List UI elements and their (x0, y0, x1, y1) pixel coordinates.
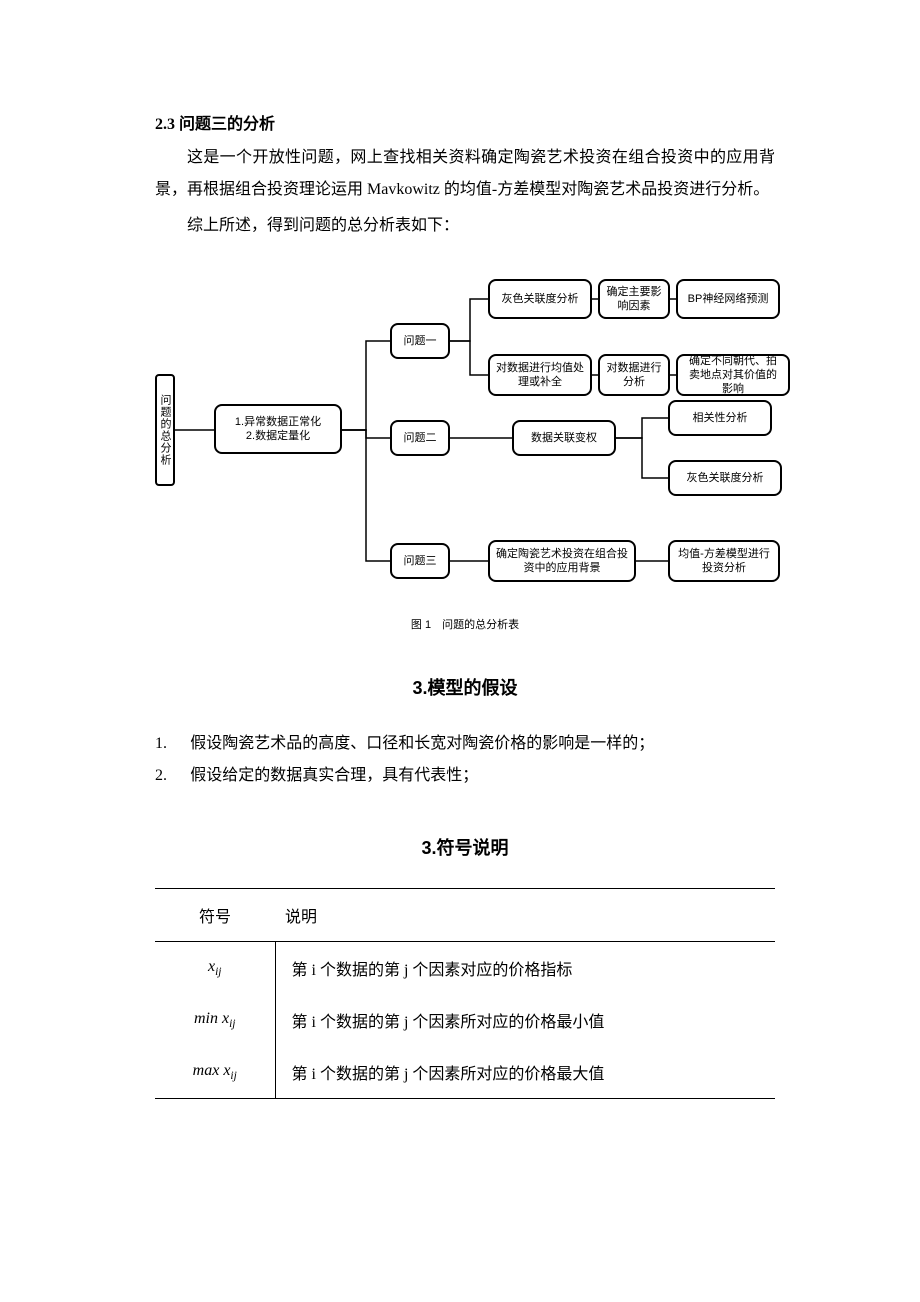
assumptions-list: 1.假设陶瓷艺术品的高度、口径和长宽对陶瓷价格的影响是一样的；2.假设给定的数据… (155, 728, 775, 792)
assumption-text: 假设陶瓷艺术品的高度、口径和长宽对陶瓷价格的影响是一样的； (190, 728, 654, 760)
node-p1: 问题一 (390, 323, 450, 359)
symbol-cell: max xij (155, 1046, 275, 1099)
symbol-cell: xij (155, 942, 275, 995)
node-p2: 问题二 (390, 420, 450, 456)
paragraph-1: 这是一个开放性问题，网上查找相关资料确定陶瓷艺术投资在组合投资中的应用背景，再根… (155, 142, 775, 206)
assumption-text: 假设给定的数据真实合理，具有代表性； (190, 760, 478, 792)
node-p3: 问题三 (390, 543, 450, 579)
node-p1b: 对数据进行均值处理或补全 (488, 354, 592, 396)
table-header-symbol: 符号 (155, 889, 275, 942)
node-p1a: 灰色关联度分析 (488, 279, 592, 319)
assumption-number: 1. (155, 728, 190, 760)
node-p1b2: 确定不同朝代、拍卖地点对其价值的影响 (676, 354, 790, 396)
node-p1a1: 确定主要影响因素 (598, 279, 670, 319)
assumption-number: 2. (155, 760, 190, 792)
symbol-cell: min xij (155, 994, 275, 1046)
node-p1a2: BP神经网络预测 (676, 279, 780, 319)
node-root: 问题的总分析 (155, 374, 175, 486)
paragraph-2: 综上所述，得到问题的总分析表如下： (155, 210, 775, 242)
desc-cell: 第 i 个数据的第 j 个因素所对应的价格最小值 (275, 994, 775, 1046)
flowchart: 问题的总分析1.异常数据正常化2.数据定量化问题一问题二问题三灰色关联度分析对数… (150, 260, 790, 610)
assumptions-title: 3.模型的假设 (155, 674, 775, 700)
table-row: min xij第 i 个数据的第 j 个因素所对应的价格最小值 (155, 994, 775, 1046)
node-p2a2: 灰色关联度分析 (668, 460, 782, 496)
table-row: xij第 i 个数据的第 j 个因素对应的价格指标 (155, 942, 775, 995)
assumption-item: 1.假设陶瓷艺术品的高度、口径和长宽对陶瓷价格的影响是一样的； (155, 728, 775, 760)
table-header-desc: 说明 (275, 889, 775, 942)
node-p2a1: 相关性分析 (668, 400, 772, 436)
desc-cell: 第 i 个数据的第 j 个因素对应的价格指标 (275, 942, 775, 995)
assumption-item: 2.假设给定的数据真实合理，具有代表性； (155, 760, 775, 792)
node-p3a: 确定陶瓷艺术投资在组合投资中的应用背景 (488, 540, 636, 582)
desc-cell: 第 i 个数据的第 j 个因素所对应的价格最大值 (275, 1046, 775, 1099)
symbols-tbody: xij第 i 个数据的第 j 个因素对应的价格指标min xij第 i 个数据的… (155, 942, 775, 1099)
symbols-table: 符号 说明 xij第 i 个数据的第 j 个因素对应的价格指标min xij第 … (155, 888, 775, 1099)
node-prep: 1.异常数据正常化2.数据定量化 (214, 404, 342, 454)
symbols-title: 3.符号说明 (155, 834, 775, 860)
section-heading: 2.3 问题三的分析 (155, 110, 775, 134)
node-p2a: 数据关联变权 (512, 420, 616, 456)
table-row: max xij第 i 个数据的第 j 个因素所对应的价格最大值 (155, 1046, 775, 1099)
figure-caption: 图 1 问题的总分析表 (155, 616, 775, 632)
node-p1b1: 对数据进行分析 (598, 354, 670, 396)
node-p3a1: 均值-方差模型进行投资分析 (668, 540, 780, 582)
